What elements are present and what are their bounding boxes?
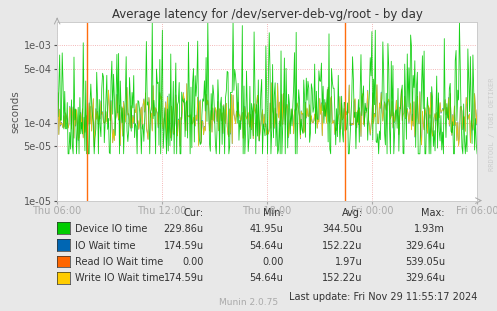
Text: Avg:: Avg: — [341, 208, 363, 218]
Text: Min:: Min: — [262, 208, 283, 218]
Text: Last update: Fri Nov 29 11:55:17 2024: Last update: Fri Nov 29 11:55:17 2024 — [289, 292, 477, 302]
Text: 54.64u: 54.64u — [249, 273, 283, 283]
Text: Max:: Max: — [421, 208, 445, 218]
Text: 152.22u: 152.22u — [323, 273, 363, 283]
Text: 54.64u: 54.64u — [249, 241, 283, 251]
Text: 1.97u: 1.97u — [335, 257, 363, 267]
Text: 344.50u: 344.50u — [323, 224, 363, 234]
Text: 229.86u: 229.86u — [164, 224, 204, 234]
Text: 174.59u: 174.59u — [164, 273, 204, 283]
Text: 152.22u: 152.22u — [323, 241, 363, 251]
Text: RRDTOOL / TOBI OETIKER: RRDTOOL / TOBI OETIKER — [489, 78, 495, 171]
Text: Munin 2.0.75: Munin 2.0.75 — [219, 298, 278, 307]
Text: 1.93m: 1.93m — [414, 224, 445, 234]
Text: Write IO Wait time: Write IO Wait time — [75, 273, 164, 283]
Text: 329.64u: 329.64u — [405, 241, 445, 251]
Text: 174.59u: 174.59u — [164, 241, 204, 251]
Text: 41.95u: 41.95u — [249, 224, 283, 234]
Text: 0.00: 0.00 — [182, 257, 204, 267]
Text: 539.05u: 539.05u — [405, 257, 445, 267]
Text: IO Wait time: IO Wait time — [75, 241, 135, 251]
Y-axis label: seconds: seconds — [11, 90, 21, 132]
Text: Device IO time: Device IO time — [75, 224, 147, 234]
Text: 329.64u: 329.64u — [405, 273, 445, 283]
Text: Cur:: Cur: — [184, 208, 204, 218]
Title: Average latency for /dev/server-deb-vg/root - by day: Average latency for /dev/server-deb-vg/r… — [112, 7, 422, 21]
Text: 0.00: 0.00 — [262, 257, 283, 267]
Text: Read IO Wait time: Read IO Wait time — [75, 257, 163, 267]
